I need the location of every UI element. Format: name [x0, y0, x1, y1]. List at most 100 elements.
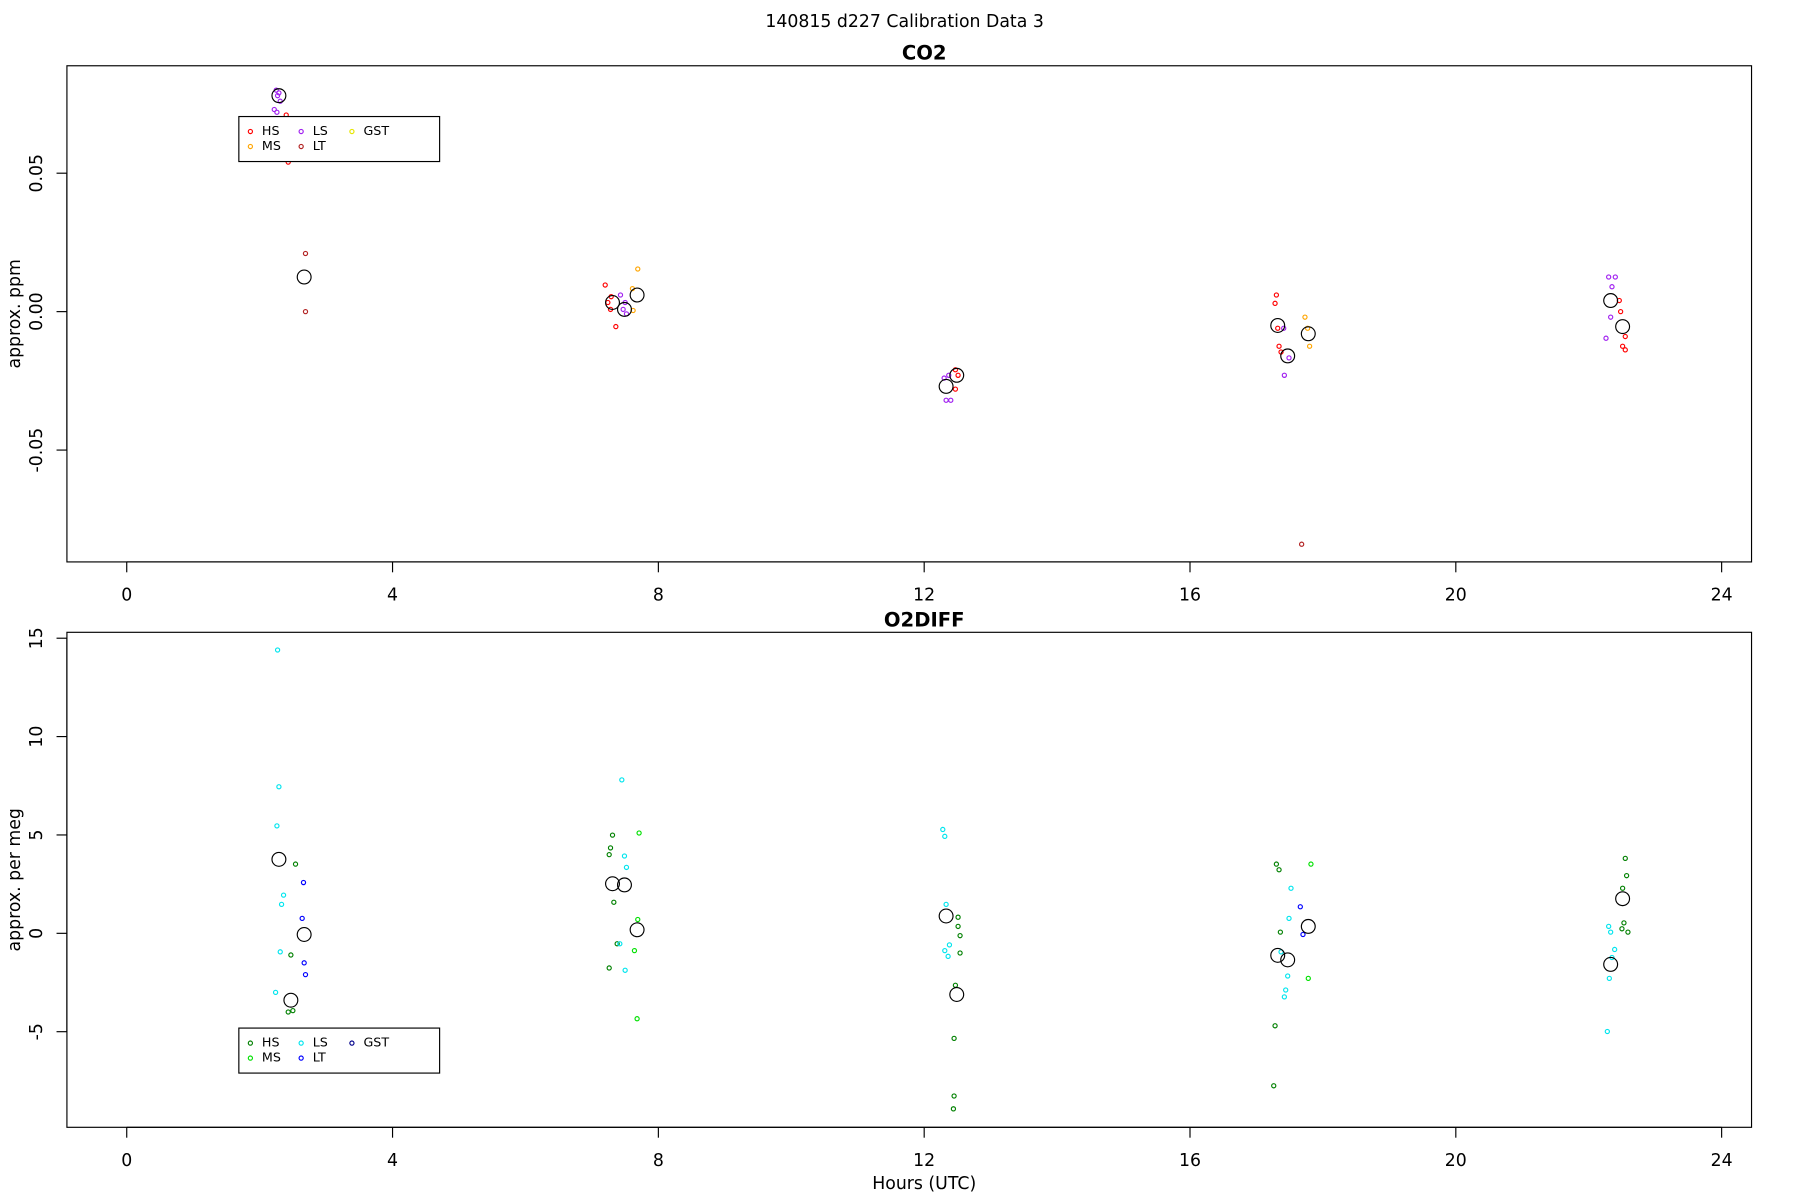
data-point [621, 853, 628, 859]
data-point [620, 306, 626, 313]
data-point [613, 323, 619, 330]
data-point [955, 914, 961, 920]
data-point [1281, 325, 1287, 331]
data-point [302, 971, 309, 978]
data-point [942, 947, 948, 954]
legend-marker [247, 128, 254, 135]
data-point [609, 832, 616, 838]
x-tick-label: 12 [913, 1151, 935, 1171]
data-point [950, 1106, 957, 1112]
data-point [1606, 923, 1612, 930]
data-point [1288, 885, 1294, 891]
data-point [940, 826, 946, 833]
data-point [1272, 300, 1278, 306]
mean-point [938, 378, 954, 394]
data-point [1285, 973, 1291, 979]
x-tick-label: 24 [1711, 585, 1733, 605]
data-point [943, 397, 949, 403]
data-point [276, 90, 282, 96]
mean-point [949, 367, 965, 383]
data-point [1606, 274, 1612, 280]
data-point [1275, 325, 1281, 331]
data-point [1286, 915, 1292, 922]
data-point [1308, 861, 1314, 867]
mean-point [1603, 956, 1619, 972]
data-point [277, 949, 283, 955]
data-point [1619, 926, 1625, 932]
data-point [274, 647, 281, 653]
legend-label: HS [262, 123, 280, 138]
x-tick-label: 20 [1445, 1151, 1467, 1171]
data-point [1281, 994, 1288, 1000]
legend-marker [247, 1055, 254, 1061]
mean-point [1270, 317, 1286, 333]
mean-point [1300, 918, 1316, 934]
mean-point [616, 301, 632, 317]
y-tick-label: -5 [27, 1023, 47, 1040]
data-point [271, 106, 277, 113]
data-point [1286, 355, 1292, 361]
data-point [943, 901, 949, 908]
data-point [951, 1035, 957, 1042]
data-point [635, 916, 641, 923]
data-point [1281, 372, 1288, 378]
mean-point [1615, 319, 1631, 335]
data-point [1622, 347, 1628, 353]
data-point [1625, 929, 1631, 935]
data-point [1302, 314, 1308, 320]
data-point [952, 982, 959, 988]
mean-point [1270, 947, 1286, 963]
x-tick-label: 4 [387, 1151, 398, 1171]
mean-point [616, 877, 632, 893]
data-point [636, 830, 642, 836]
data-point [1606, 975, 1612, 982]
data-point [280, 892, 287, 898]
mean-point [271, 88, 287, 104]
mean-point [629, 922, 645, 938]
legend-marker [349, 1040, 355, 1046]
data-point [611, 899, 617, 905]
legend-label: LS [313, 123, 328, 138]
data-point [605, 299, 611, 306]
legend-label: LT [313, 138, 326, 153]
mean-point [296, 269, 312, 285]
mean-point [629, 287, 645, 303]
data-point [617, 941, 623, 947]
legend-label: LS [313, 1035, 328, 1050]
legend-marker [298, 1055, 304, 1061]
x-tick-label: 12 [913, 585, 935, 605]
x-tick-label: 24 [1711, 1151, 1733, 1171]
data-point [606, 851, 612, 858]
mean-point [605, 294, 621, 310]
data-point [1276, 867, 1282, 873]
data-point [606, 965, 612, 971]
data-point [607, 845, 614, 851]
legend-box [238, 115, 441, 163]
data-point [1619, 885, 1626, 891]
mean-point [1615, 891, 1631, 907]
mean-point [271, 851, 287, 867]
data-point [302, 250, 309, 257]
data-point [302, 308, 309, 315]
x-tick-label: 8 [653, 1151, 664, 1171]
data-point [1612, 274, 1618, 280]
x-axis-label: Hours (UTC) [872, 1174, 976, 1194]
y-axis-label: approx. ppm [5, 259, 25, 368]
data-point [1622, 333, 1628, 340]
data-point [1619, 343, 1626, 349]
data-point [951, 1093, 957, 1099]
data-point [1298, 541, 1305, 547]
data-point [1622, 855, 1628, 862]
mean-point [938, 908, 954, 924]
data-point [1276, 343, 1282, 349]
chart-title: CO2 [902, 42, 947, 65]
x-tick-label: 16 [1179, 1151, 1201, 1171]
data-point [602, 282, 608, 288]
data-point [1271, 1083, 1277, 1089]
x-tick-label: 16 [1179, 585, 1201, 605]
data-point [955, 923, 961, 930]
data-point [948, 397, 954, 403]
y-axis-label: approx. per meg [5, 808, 25, 951]
data-point [299, 915, 305, 922]
